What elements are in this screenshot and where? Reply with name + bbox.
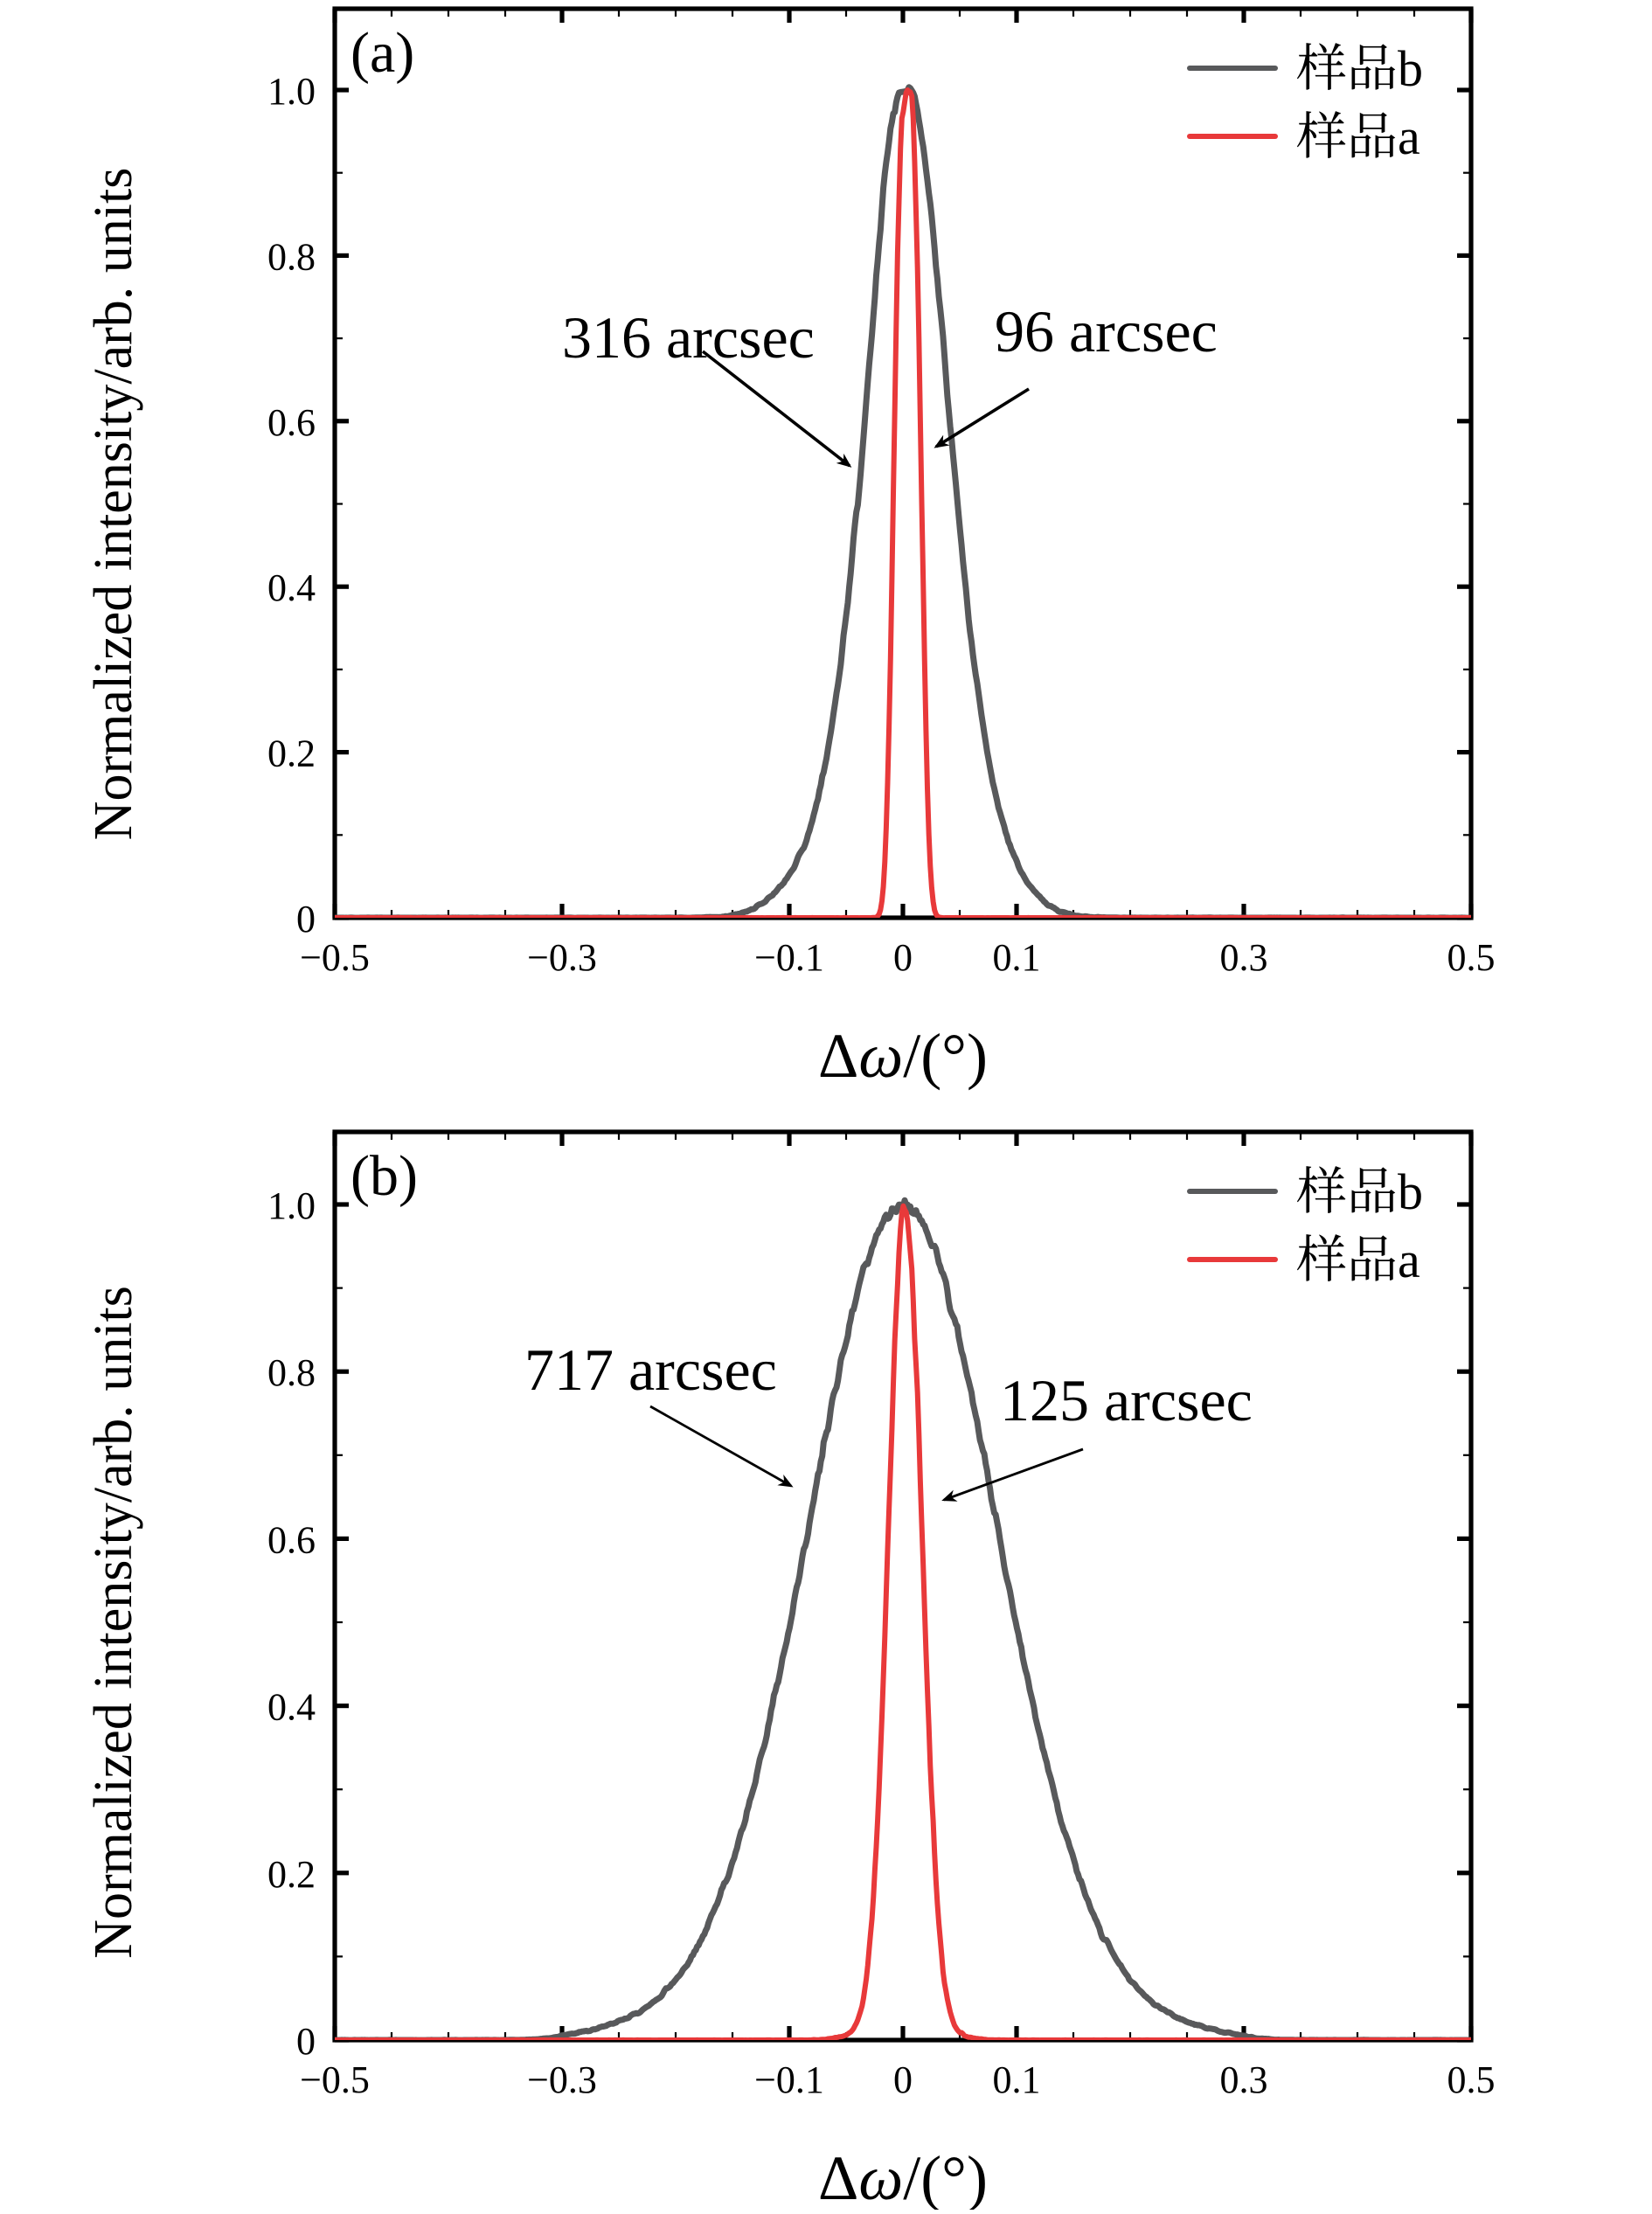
svg-text:0.8: 0.8 [267, 1351, 316, 1394]
svg-text:−0.5: −0.5 [300, 936, 370, 979]
svg-text:0.6: 0.6 [267, 401, 316, 444]
svg-text:0.1: 0.1 [993, 2058, 1041, 2101]
svg-text:717 arcsec: 717 arcsec [524, 1336, 777, 1403]
svg-text:1.0: 1.0 [267, 1184, 316, 1227]
svg-text:样品a: 样品a [1296, 1232, 1420, 1288]
svg-text:Normalized intensity/arb. unit: Normalized intensity/arb. units [84, 1286, 143, 1959]
svg-text:样品b: 样品b [1296, 1163, 1423, 1220]
svg-text:0.3: 0.3 [1220, 936, 1268, 979]
svg-text:1.0: 1.0 [267, 70, 316, 113]
svg-text:0: 0 [296, 2020, 316, 2063]
svg-text:0.5: 0.5 [1447, 936, 1496, 979]
svg-text:Normalized intensity/arb. unit: Normalized intensity/arb. units [84, 168, 143, 841]
svg-text:−0.1: −0.1 [754, 936, 824, 979]
svg-text:0.4: 0.4 [267, 1686, 316, 1729]
svg-text:Δω/(°): Δω/(°) [818, 1021, 988, 1091]
svg-text:0.1: 0.1 [993, 936, 1041, 979]
svg-text:样品a: 样品a [1296, 108, 1420, 165]
svg-text:0.4: 0.4 [267, 566, 316, 609]
svg-text:316 arcsec: 316 arcsec [562, 304, 815, 371]
svg-text:0.6: 0.6 [267, 1518, 316, 1561]
svg-text:125 arcsec: 125 arcsec [1000, 1367, 1253, 1433]
svg-text:(a): (a) [351, 21, 414, 85]
svg-text:0.5: 0.5 [1447, 2058, 1496, 2101]
svg-text:0.2: 0.2 [267, 732, 316, 775]
svg-text:0.2: 0.2 [267, 1853, 316, 1896]
svg-text:Δω/(°): Δω/(°) [818, 2143, 988, 2210]
svg-text:0: 0 [893, 936, 913, 979]
svg-text:−0.3: −0.3 [527, 936, 597, 979]
svg-text:96 arcsec: 96 arcsec [995, 298, 1218, 364]
svg-text:0: 0 [893, 2058, 913, 2101]
svg-text:−0.3: −0.3 [527, 2058, 597, 2101]
svg-text:样品b: 样品b [1296, 40, 1423, 97]
svg-text:−0.1: −0.1 [754, 2058, 824, 2101]
svg-text:−0.5: −0.5 [300, 2058, 370, 2101]
svg-text:(b): (b) [351, 1144, 418, 1208]
svg-text:0.3: 0.3 [1220, 2058, 1268, 2101]
svg-text:0.8: 0.8 [267, 235, 316, 278]
svg-text:0: 0 [296, 898, 316, 940]
